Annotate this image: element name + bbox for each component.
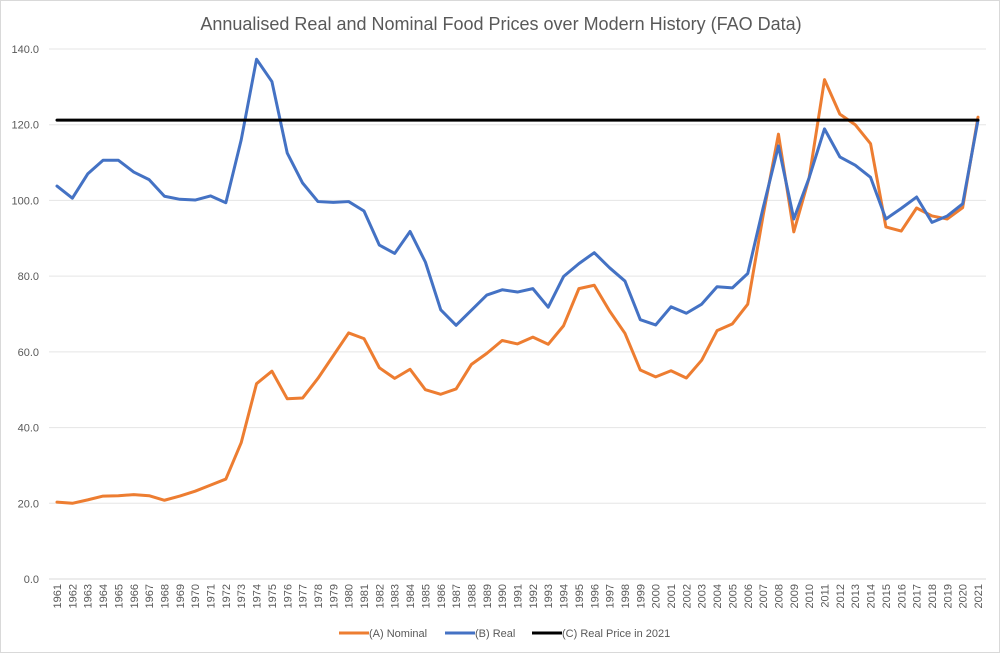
x-tick-label: 1995 — [574, 584, 586, 608]
x-tick-label: 1967 — [144, 584, 156, 608]
x-tick-label: 1994 — [559, 584, 571, 608]
y-tick-label: 0.0 — [24, 574, 39, 586]
x-tick-label: 2000 — [651, 584, 663, 608]
x-axis: 1961 1962 1963 1964 1965 1966 1967 1968 1969 1970… — [52, 584, 985, 608]
x-tick-label: 1983 — [390, 584, 402, 608]
x-tick-label: 1980 — [344, 584, 356, 608]
x-tick-label: 1996 — [589, 584, 601, 608]
x-tick-label: 1968 — [159, 584, 171, 608]
y-tick-label: 80.0 — [18, 271, 39, 283]
legend-label: (A) Nominal — [369, 628, 427, 640]
x-tick-label: 1974 — [252, 584, 264, 608]
x-tick-label: 2002 — [681, 584, 693, 608]
x-tick-label: 1969 — [175, 584, 187, 608]
series-line-nominal — [55, 78, 980, 505]
x-tick-label: 2006 — [743, 584, 755, 608]
legend-item: (B) Real — [445, 628, 515, 640]
x-tick-label: 2018 — [927, 584, 939, 608]
legend: (A) Nominal (B) Real (C) Real Price in 202… — [339, 628, 670, 640]
x-tick-label: 1962 — [67, 584, 79, 608]
y-tick-label: 20.0 — [18, 498, 39, 510]
x-tick-label: 1987 — [451, 584, 463, 608]
x-tick-label: 1978 — [313, 584, 325, 608]
x-tick-label: 1971 — [206, 584, 218, 608]
x-tick-label: 2017 — [912, 584, 924, 608]
x-tick-label: 1999 — [635, 584, 647, 608]
y-tick-label: 120.0 — [11, 120, 39, 132]
x-tick-label: 1997 — [605, 584, 617, 608]
legend-label: (B) Real — [475, 628, 515, 640]
x-tick-label: 1986 — [436, 584, 448, 608]
x-tick-label: 1982 — [374, 584, 386, 608]
legend-label: (C) Real Price in 2021 — [562, 628, 670, 640]
x-tick-label: 2012 — [835, 584, 847, 608]
x-tick-label: 1975 — [267, 584, 279, 608]
y-axis: 0.0 20.0 40.0 60.0 80.0 100.0 120.0 140.0 — [11, 44, 39, 586]
x-tick-label: 2011 — [820, 584, 832, 608]
x-tick-label: 2003 — [697, 584, 709, 608]
x-tick-label: 1984 — [405, 584, 417, 608]
x-tick-label: 1963 — [83, 584, 95, 608]
x-tick-label: 1970 — [190, 584, 202, 608]
x-tick-label: 1998 — [620, 584, 632, 608]
x-tick-label: 1976 — [282, 584, 294, 608]
x-tick-label: 2007 — [758, 584, 770, 608]
x-tick-label: 1964 — [98, 584, 110, 608]
legend-item: (C) Real Price in 2021 — [532, 628, 670, 640]
series-line-real — [55, 57, 980, 327]
x-tick-label: 1989 — [482, 584, 494, 608]
x-tick-label: 1973 — [236, 584, 248, 608]
legend-item: (A) Nominal — [339, 628, 427, 640]
x-tick-label: 2010 — [804, 584, 816, 608]
x-tick-label: 1988 — [466, 584, 478, 608]
x-tick-label: 2008 — [773, 584, 785, 608]
x-tick-label: 2001 — [666, 584, 678, 608]
x-tick-label: 1965 — [113, 584, 125, 608]
y-tick-label: 140.0 — [11, 44, 39, 56]
x-tick-label: 1977 — [298, 584, 310, 608]
chart-title: Annualised Real and Nominal Food Prices … — [200, 14, 801, 34]
x-tick-label: 1972 — [221, 584, 233, 608]
x-tick-label: 2016 — [896, 584, 908, 608]
x-tick-label: 2013 — [850, 584, 862, 608]
x-tick-label: 2019 — [942, 584, 954, 608]
x-tick-label: 2020 — [958, 584, 970, 608]
x-tick-label: 1991 — [513, 584, 525, 608]
x-tick-label: 2009 — [789, 584, 801, 608]
x-tick-label: 1979 — [328, 584, 340, 608]
x-tick-label: 1992 — [528, 584, 540, 608]
gridlines — [49, 48, 986, 580]
x-tick-label: 2015 — [881, 584, 893, 608]
x-tick-label: 1993 — [543, 584, 555, 608]
x-tick-label: 1990 — [497, 584, 509, 608]
y-tick-label: 40.0 — [18, 423, 39, 435]
x-tick-label: 1961 — [52, 584, 64, 608]
y-tick-label: 60.0 — [18, 347, 39, 359]
x-tick-label: 1985 — [420, 584, 432, 608]
x-tick-label: 2005 — [727, 584, 739, 608]
x-tick-label: 2021 — [973, 584, 985, 608]
series-lines — [55, 57, 980, 505]
x-tick-label: 2004 — [712, 584, 724, 608]
x-tick-label: 1981 — [359, 584, 371, 608]
x-tick-label: 1966 — [129, 584, 141, 608]
y-tick-label: 100.0 — [11, 195, 39, 207]
x-tick-label: 2014 — [866, 584, 878, 608]
